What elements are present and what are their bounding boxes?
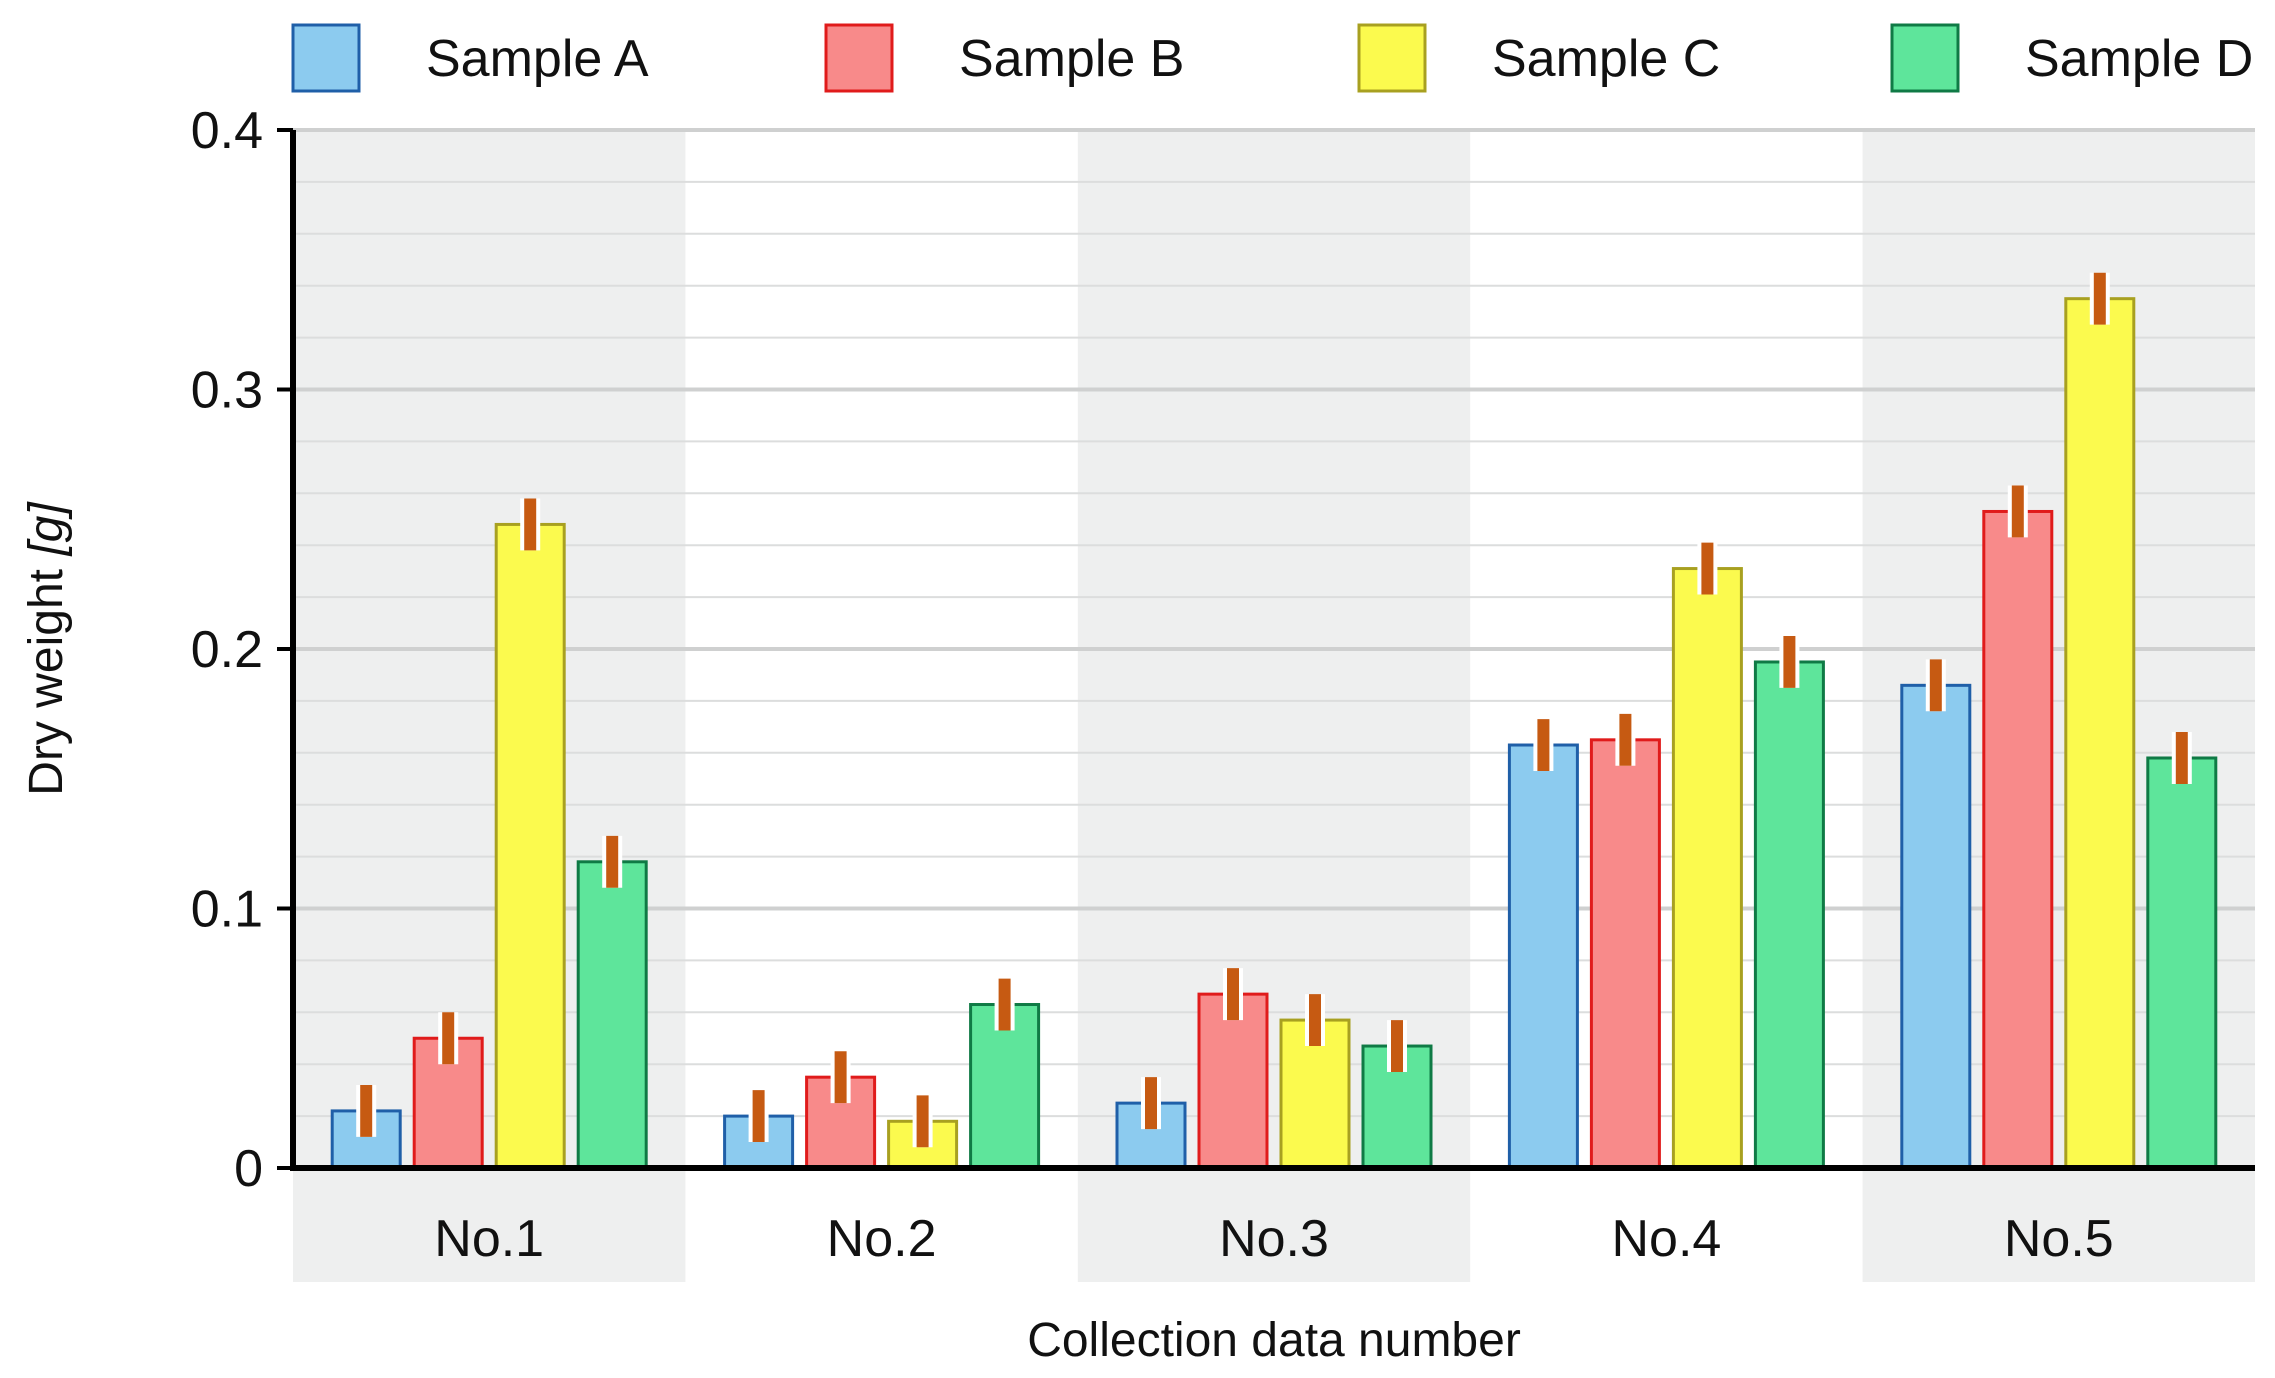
bar (1982, 509, 2054, 1170)
legend-label: Sample B (959, 30, 1184, 88)
x-category-label: No.2 (827, 1210, 937, 1268)
legend-item: Sample B (824, 23, 1184, 93)
legend-label: Sample C (1492, 30, 1720, 88)
legend-swatch (824, 23, 894, 93)
bar-group (330, 498, 648, 1170)
bar (576, 860, 648, 1170)
bar-group (1507, 542, 1825, 1170)
bar (1753, 660, 1825, 1170)
bar (1507, 743, 1579, 1170)
x-category-labels: No.1 No.2 No.3 No.4 No.5 (434, 1210, 2113, 1268)
y-axis-title-unit: [g] (20, 501, 73, 557)
category-bands (293, 130, 2255, 1282)
x-axis-title: Collection data number (1027, 1314, 1521, 1367)
bar (1197, 992, 1269, 1170)
bar (2064, 297, 2136, 1170)
bar (494, 522, 566, 1170)
legend-label: Sample A (426, 30, 649, 88)
bar-groups (330, 272, 2218, 1170)
bar-group (723, 978, 1041, 1170)
y-tick-label: 0 (234, 1140, 263, 1198)
y-tick-labels: 0 0.1 0.2 0.3 0.4 (191, 102, 293, 1198)
bar (1589, 738, 1661, 1170)
y-axis-title-main: Dry weight (20, 556, 73, 796)
x-category-label: No.4 (1611, 1210, 1721, 1268)
legend-item: Sample D (1890, 23, 2253, 93)
y-axis-title: Dry weight [g] (20, 501, 73, 796)
y-tick-label: 0.3 (191, 362, 263, 420)
bar (1671, 567, 1743, 1170)
legend-swatch (1357, 23, 1427, 93)
legend-item: Sample C (1357, 23, 1720, 93)
legend: Sample A Sample B Sample C Sample D (291, 23, 2253, 93)
legend-swatch (291, 23, 361, 93)
bar (1900, 683, 1972, 1170)
legend-item: Sample A (291, 23, 649, 93)
x-category-label: No.1 (434, 1210, 544, 1268)
x-category-label: No.3 (1219, 1210, 1329, 1268)
legend-swatch (1890, 23, 1960, 93)
bar (2146, 756, 2218, 1170)
x-category-label: No.5 (2004, 1210, 2114, 1268)
y-tick-label: 0.4 (191, 102, 263, 160)
y-tick-label: 0.1 (191, 881, 263, 939)
legend-label: Sample D (2025, 30, 2253, 88)
y-tick-label: 0.2 (191, 621, 263, 679)
bar-group (1115, 968, 1433, 1170)
